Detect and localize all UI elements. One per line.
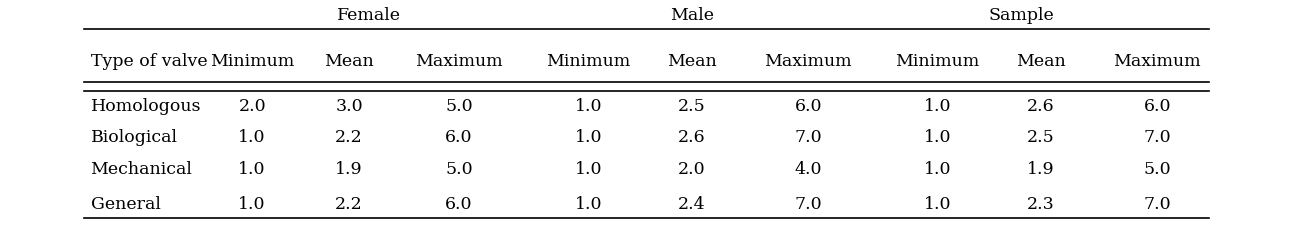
Text: 2.2: 2.2 — [335, 129, 363, 146]
Text: 1.0: 1.0 — [923, 195, 952, 212]
Text: Mechanical: Mechanical — [91, 161, 193, 178]
Text: Biological: Biological — [91, 129, 177, 146]
Text: 1.0: 1.0 — [238, 161, 266, 178]
Text: Mean: Mean — [1016, 53, 1065, 70]
Text: 2.6: 2.6 — [678, 129, 706, 146]
Text: 1.0: 1.0 — [923, 161, 952, 178]
Text: 1.9: 1.9 — [1027, 161, 1055, 178]
Text: Minimum: Minimum — [209, 53, 295, 70]
Text: 1.0: 1.0 — [923, 129, 952, 146]
Text: Sample: Sample — [989, 7, 1054, 24]
Text: 2.0: 2.0 — [238, 97, 266, 114]
Text: Maximum: Maximum — [415, 53, 503, 70]
Text: Male: Male — [670, 7, 714, 24]
Text: Maximum: Maximum — [764, 53, 852, 70]
Text: 7.0: 7.0 — [794, 129, 822, 146]
Text: 2.4: 2.4 — [678, 195, 706, 212]
Text: 4.0: 4.0 — [794, 161, 822, 178]
Text: 1.9: 1.9 — [335, 161, 363, 178]
Text: 2.5: 2.5 — [1027, 129, 1055, 146]
Text: Female: Female — [336, 7, 401, 24]
Text: Minimum: Minimum — [895, 53, 980, 70]
Text: 2.2: 2.2 — [335, 195, 363, 212]
Text: 3.0: 3.0 — [335, 97, 363, 114]
Text: 2.5: 2.5 — [678, 97, 706, 114]
Text: Homologous: Homologous — [91, 97, 200, 114]
Text: 5.0: 5.0 — [445, 161, 473, 178]
Text: Minimum: Minimum — [546, 53, 631, 70]
Text: 7.0: 7.0 — [1143, 195, 1171, 212]
Text: 1.0: 1.0 — [574, 161, 603, 178]
Text: 1.0: 1.0 — [574, 97, 603, 114]
Text: 6.0: 6.0 — [445, 195, 473, 212]
Text: 7.0: 7.0 — [1143, 129, 1171, 146]
Text: 5.0: 5.0 — [1143, 161, 1171, 178]
Text: Type of valve: Type of valve — [91, 53, 207, 70]
Text: General: General — [91, 195, 160, 212]
Text: 6.0: 6.0 — [1143, 97, 1171, 114]
Text: 2.3: 2.3 — [1027, 195, 1055, 212]
Text: 1.0: 1.0 — [574, 129, 603, 146]
Text: 1.0: 1.0 — [574, 195, 603, 212]
Text: 6.0: 6.0 — [794, 97, 822, 114]
Text: Mean: Mean — [325, 53, 374, 70]
Text: 1.0: 1.0 — [923, 97, 952, 114]
Text: 6.0: 6.0 — [445, 129, 473, 146]
Text: 2.0: 2.0 — [678, 161, 706, 178]
Text: 1.0: 1.0 — [238, 195, 266, 212]
Text: 2.6: 2.6 — [1027, 97, 1055, 114]
Text: Mean: Mean — [667, 53, 716, 70]
Text: 5.0: 5.0 — [445, 97, 473, 114]
Text: 1.0: 1.0 — [238, 129, 266, 146]
Text: Maximum: Maximum — [1113, 53, 1201, 70]
Text: 7.0: 7.0 — [794, 195, 822, 212]
